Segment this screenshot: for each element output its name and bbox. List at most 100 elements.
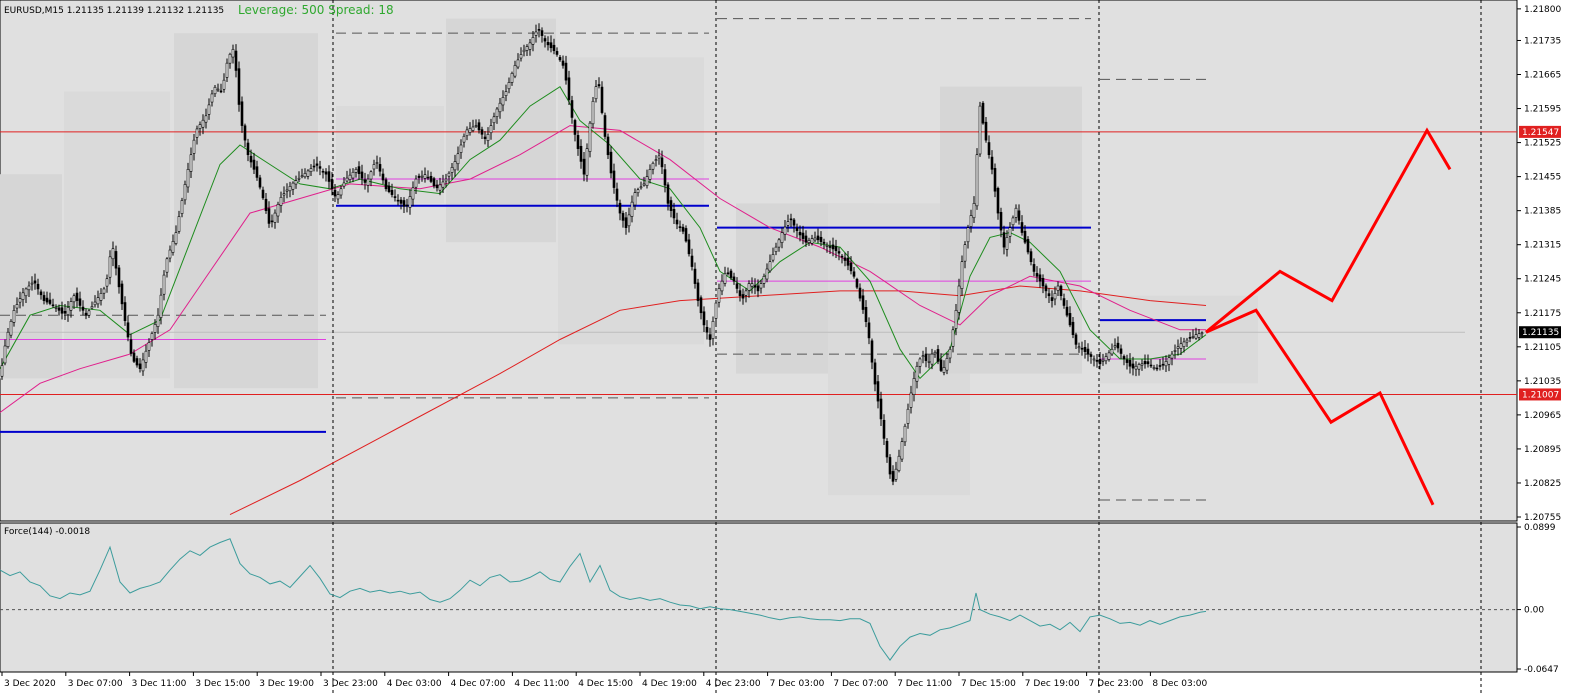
candle-body (927, 361, 931, 363)
time-tick-label: 4 Dec 03:00 (387, 679, 442, 689)
candle-body (192, 139, 196, 154)
candle-body (384, 179, 388, 190)
candle-body (996, 187, 1000, 214)
candle-body (1191, 336, 1195, 338)
candle-body (426, 176, 430, 179)
candle-body (120, 283, 124, 305)
candle-body (933, 351, 937, 355)
leverage-spread-label: Leverage: 500 Spread: 18 (238, 3, 394, 17)
candle-body (471, 126, 475, 131)
candle-body (867, 322, 871, 339)
candle-body (1104, 356, 1108, 362)
candle-body (30, 282, 34, 285)
candle-body (582, 158, 586, 175)
candle-body (126, 322, 130, 338)
candle-body (348, 174, 352, 180)
candle-body (771, 254, 775, 261)
candle-body (606, 136, 610, 156)
candle-body (111, 248, 115, 260)
candle-body (90, 306, 94, 309)
candle-body (1008, 227, 1012, 237)
candle-body (642, 183, 646, 186)
candle-body (1176, 346, 1180, 349)
candle-body (654, 159, 658, 161)
candle-body (621, 213, 625, 221)
candle-body (885, 440, 889, 458)
candle-body (24, 288, 28, 297)
candle-body (537, 29, 541, 31)
candle-body (255, 166, 259, 178)
candle-body (222, 79, 226, 90)
candle-body (795, 227, 799, 232)
price-tick-label: 1.21315 (1524, 241, 1561, 251)
price-tick-label: 1.20755 (1524, 513, 1561, 523)
candle-body (612, 170, 616, 188)
candle-body (780, 232, 784, 243)
candle-body (147, 342, 151, 351)
candle-body (816, 235, 820, 241)
candle-body (1173, 350, 1177, 352)
candle-body (465, 129, 469, 137)
price-tick-label: 1.20965 (1524, 411, 1561, 421)
candle-body (1056, 285, 1060, 291)
candle-body (294, 180, 298, 185)
candle-body (615, 188, 619, 201)
candle-body (270, 220, 274, 223)
candle-body (36, 283, 40, 290)
price-tick-label: 1.21105 (1524, 343, 1561, 353)
level-lines (0, 18, 1517, 501)
candle-body (261, 189, 265, 199)
candle-body (474, 125, 478, 127)
candle-body (204, 115, 208, 123)
price-tags: 1.21547 1.21135 1.21007 (1519, 125, 1561, 401)
candle-body (1113, 345, 1117, 348)
candle-body (993, 168, 997, 192)
candle-body (171, 240, 175, 253)
candle-body (1095, 359, 1099, 362)
candle-body (411, 187, 415, 200)
candle-body (1167, 357, 1171, 365)
candle-body (882, 419, 886, 439)
candle-body (159, 294, 163, 318)
candle-body (309, 168, 313, 172)
candle-body (156, 314, 160, 327)
time-tick-label: 7 Dec 23:00 (1089, 679, 1144, 689)
candle-body (279, 196, 283, 206)
candle-body (543, 38, 547, 42)
candle-body (1119, 348, 1123, 354)
candle-body (975, 154, 979, 207)
candle-body (825, 245, 829, 247)
candle-body (99, 293, 103, 301)
candle-body (972, 203, 976, 219)
candle-body (666, 184, 670, 204)
candle-body (846, 257, 850, 266)
candle-body (837, 251, 841, 254)
candle-body (1080, 347, 1084, 350)
candle-body (387, 185, 391, 192)
candle-body (840, 255, 844, 258)
candle-body (843, 257, 847, 261)
indicator-chart-area[interactable] (0, 522, 1518, 673)
candle-body (1053, 293, 1057, 300)
candle-body (69, 301, 73, 311)
candle-body (456, 153, 460, 165)
candle-body (633, 192, 637, 206)
candle-body (93, 301, 97, 306)
candle-body (1026, 239, 1030, 253)
candle-body (510, 72, 514, 83)
candle-body (372, 164, 376, 170)
candle-body (1083, 346, 1087, 352)
candle-body (714, 302, 718, 319)
candle-body (567, 77, 571, 100)
candle-body (18, 298, 22, 303)
candle-body (501, 97, 505, 106)
candle-body (984, 121, 988, 141)
candle-body (627, 214, 631, 227)
candle-body (489, 125, 493, 134)
candle-body (366, 178, 370, 186)
candle-body (540, 30, 544, 36)
candle-body (504, 91, 508, 96)
candle-body (978, 105, 982, 155)
candle-body (519, 54, 523, 59)
